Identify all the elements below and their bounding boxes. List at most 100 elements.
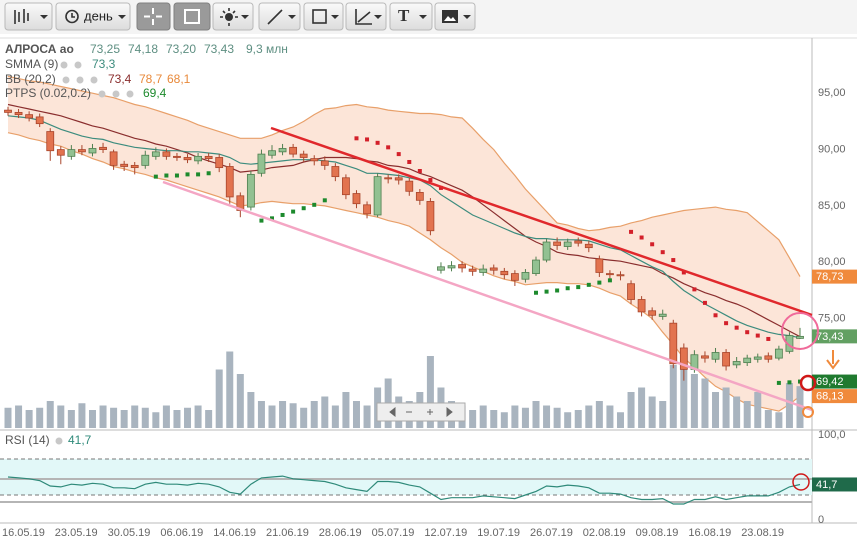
candle-body <box>384 177 393 180</box>
y-tick-label: 85,00 <box>818 200 846 212</box>
icon <box>241 15 249 19</box>
grid-button[interactable] <box>173 2 211 31</box>
volume-bar <box>564 412 572 428</box>
candle-body <box>120 163 129 167</box>
candle-body <box>415 192 424 201</box>
crosshair-button[interactable] <box>136 2 171 31</box>
lines-layer <box>7 103 801 505</box>
ptps-dot <box>301 206 306 211</box>
ptps-dot <box>312 202 317 207</box>
indicator-value: 68,1 <box>167 72 191 86</box>
price-tag <box>812 374 857 389</box>
volume-bar <box>733 396 741 428</box>
candle-body <box>669 322 678 365</box>
price-tag <box>812 269 857 284</box>
candle-body <box>679 347 688 370</box>
candle-body <box>489 267 498 271</box>
indicator-name: PTPS (0.02,0.2) <box>5 86 91 100</box>
icon <box>118 15 126 19</box>
candle-body <box>257 153 266 174</box>
ptps-dot <box>386 145 391 150</box>
ptps-dot <box>270 216 274 221</box>
volume-bar <box>110 407 118 428</box>
ptps-dot <box>639 235 644 240</box>
ptps-dot <box>153 174 158 179</box>
ptps-dot <box>534 290 538 295</box>
ptps-dot <box>766 336 771 341</box>
ptps-dot <box>629 229 634 234</box>
volume-bar <box>300 407 308 428</box>
candle-body <box>711 352 720 360</box>
candle-body <box>796 335 804 339</box>
ptps-dot <box>206 171 211 176</box>
candle-body <box>648 310 657 316</box>
volume-bar <box>162 405 170 428</box>
x-tick-label: 30.05.19 <box>108 527 151 539</box>
candle-body <box>521 272 530 280</box>
candle-body <box>574 240 583 244</box>
volume-bar <box>78 403 86 428</box>
zoom-control[interactable] <box>376 402 466 422</box>
rsi-tick-label: 100,0 <box>818 429 846 441</box>
candle-body <box>394 177 403 181</box>
ptps-dot <box>375 140 380 145</box>
ptps-dot <box>660 250 665 255</box>
text-tool-label: T <box>398 6 410 25</box>
x-tick-label: 19.07.19 <box>477 527 520 539</box>
header-value: 73,20 <box>166 42 196 56</box>
candle-body <box>447 265 456 269</box>
candle-body <box>510 273 519 281</box>
indicator-name: BB (20,2) <box>5 72 56 86</box>
price-tag <box>812 477 857 492</box>
x-tick-label: 23.08.19 <box>741 527 784 539</box>
ptps-dot <box>322 198 327 203</box>
icon <box>65 9 79 24</box>
volume-bar <box>638 387 646 428</box>
volume-bar <box>743 401 751 428</box>
period-label: день <box>84 8 113 23</box>
volume-bar <box>659 401 667 428</box>
text-tool-button[interactable] <box>389 2 433 31</box>
price-tag <box>812 389 857 404</box>
ptps-dot <box>544 289 549 294</box>
candle-body <box>320 160 329 166</box>
candle-body <box>658 313 667 317</box>
y-tick-label: 90,00 <box>818 143 846 155</box>
y-tick-label: 80,00 <box>818 256 846 268</box>
volume-bar <box>184 407 192 428</box>
ptps-dot <box>291 209 296 214</box>
candle-body <box>35 116 44 125</box>
volume-bar <box>490 410 498 428</box>
volume-bar <box>722 387 730 428</box>
x-tick-label: 14.06.19 <box>213 527 256 539</box>
ptps-dot <box>555 288 560 293</box>
volume-bar <box>268 405 276 428</box>
volume-bar <box>4 407 12 428</box>
volume-bar <box>236 374 244 428</box>
volume-bar <box>36 407 44 428</box>
indicators-button[interactable] <box>212 2 254 31</box>
candle-body <box>67 149 76 157</box>
candle-body <box>479 268 488 273</box>
arrow <box>826 350 840 370</box>
icon <box>144 8 162 25</box>
candle-body <box>14 111 23 116</box>
icon <box>355 9 372 25</box>
ptps-dot <box>365 137 370 142</box>
candle-body <box>405 180 414 192</box>
candle-body <box>246 173 255 208</box>
rsi-tick-label: 0 <box>818 514 824 526</box>
volume-bar <box>152 412 160 428</box>
indicator-name: RSI (14) <box>5 433 50 447</box>
volume-bar <box>88 410 96 428</box>
volume-bar <box>257 401 265 428</box>
volume-bar <box>310 401 318 428</box>
indicator-value: 73,4 <box>108 72 132 86</box>
price-tag <box>812 329 857 344</box>
volume-bar <box>141 407 149 428</box>
period-button[interactable] <box>55 2 131 31</box>
ptps-dot <box>174 173 179 178</box>
rsi-line <box>7 475 801 505</box>
candle-body <box>4 109 12 113</box>
